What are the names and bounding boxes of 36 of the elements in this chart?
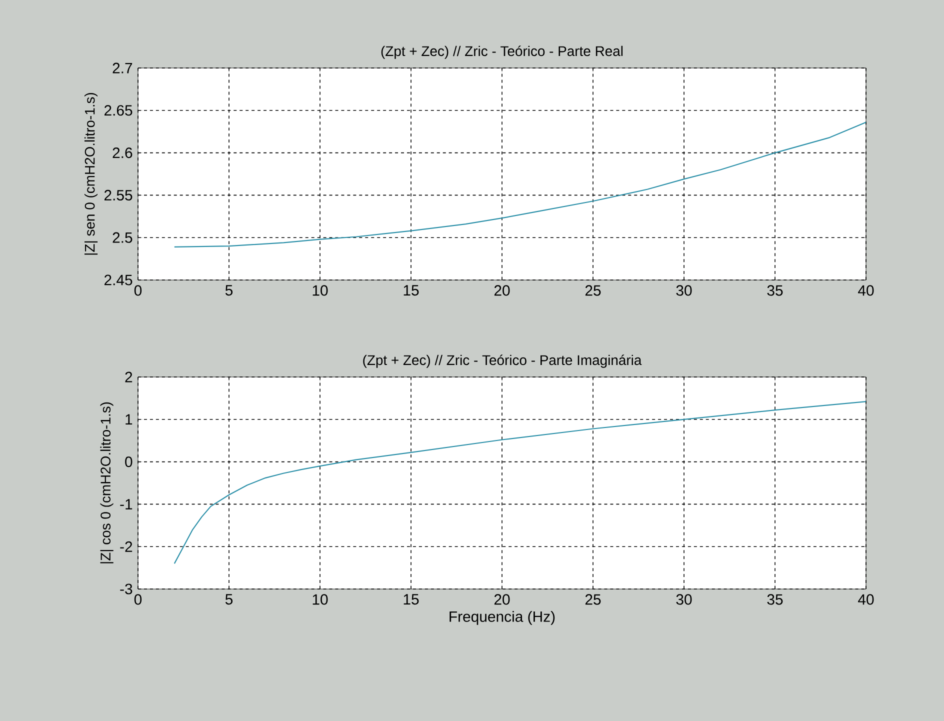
y-tick-label: -1	[120, 499, 132, 510]
x-tick-label: 30	[676, 594, 692, 605]
x-tick-label: 20	[494, 594, 510, 605]
x-tick-label: 35	[767, 285, 783, 296]
x-tick-label: 10	[312, 594, 328, 605]
y-tick-label: -3	[120, 584, 132, 594]
x-tick-label: 35	[767, 594, 783, 605]
y-tick-label: 2.65	[104, 105, 132, 116]
x-tick-label: 15	[404, 594, 419, 605]
chart-title: (Zpt + Zec) // Zric - Teórico - Parte Imaginária	[363, 354, 642, 368]
x-tick-label: 25	[585, 285, 601, 296]
x-tick-label: 0	[134, 285, 142, 296]
y-tick-label: 2.55	[104, 190, 132, 200]
y-axis-title: |Z| sen 0 (cmH2O.litro-1.s)	[84, 92, 98, 255]
x-tick-label: 10	[312, 285, 328, 296]
y-axis-title: |Z| cos 0 (cmH2O.litro-1.s)	[100, 402, 114, 564]
x-tick-label: 20	[494, 285, 510, 296]
y-tick-label: 2.6	[112, 148, 132, 158]
y-tick-label: 2.5	[112, 232, 132, 243]
y-tick-label: 2.7	[112, 62, 132, 74]
line-series	[174, 122, 866, 248]
x-tick-label: 30	[676, 285, 692, 296]
y-tick-label: 2.45	[104, 274, 132, 286]
chart-title: (Zpt + Zec) // Zric - Teórico - Parte Real	[381, 46, 623, 59]
y-tick-label: 2	[125, 372, 132, 382]
x-tick-label: 25	[585, 594, 601, 605]
y-tick-label: 1	[126, 414, 132, 425]
x-axis-title: Frequencia (Hz)	[450, 610, 555, 625]
y-tick-label: 0	[125, 456, 132, 468]
x-tick-label: 40	[858, 285, 874, 296]
x-tick-label: 40	[858, 594, 874, 605]
x-tick-label: 5	[225, 594, 233, 605]
x-tick-label: 15	[404, 285, 419, 296]
y-tick-label: -2	[120, 541, 132, 552]
x-tick-label: 0	[134, 594, 142, 605]
x-tick-label: 5	[225, 285, 233, 296]
